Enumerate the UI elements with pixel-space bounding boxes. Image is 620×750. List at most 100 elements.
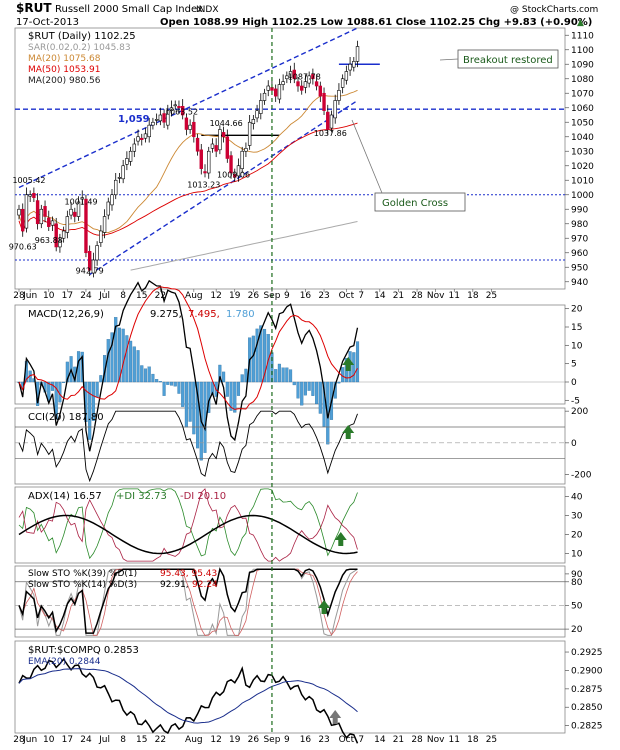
x-axis-label: 11 <box>449 291 460 301</box>
candle-body <box>233 174 237 178</box>
x-axis-label: 19 <box>229 735 241 745</box>
price-axis-tick-label: 1080 <box>571 75 594 85</box>
sto-axis-tick-label: 20 <box>571 625 583 635</box>
price-panel <box>14 27 566 290</box>
macd-hist-bar <box>121 328 125 383</box>
macd-signal-line <box>18 286 358 410</box>
candle-body <box>65 216 70 233</box>
adx-axis-tick-label: 20 <box>571 531 583 541</box>
macd-hist-bar <box>147 366 151 383</box>
candle-body <box>292 69 296 80</box>
macd-axis-tick-label: 5 <box>571 360 577 370</box>
candle-body <box>47 217 51 227</box>
macd-hist-bar <box>311 381 315 396</box>
adx-panel <box>14 486 566 564</box>
candle-body <box>326 111 330 130</box>
x-axis-label: 16 <box>300 291 312 301</box>
signal-arrow <box>342 357 355 371</box>
macd-hist-bar <box>289 369 293 383</box>
macd-line <box>18 279 359 452</box>
price-axis-tick-label: 1050 <box>571 118 594 128</box>
macd-hist-bar <box>140 365 144 383</box>
candle-body <box>91 259 96 274</box>
macd-hist-bar <box>114 317 118 383</box>
candle-body <box>102 216 107 233</box>
candle-body <box>114 179 118 196</box>
candle-body <box>355 46 360 62</box>
macd-hist-bar <box>236 381 241 396</box>
cci-axis-tick-label: -200 <box>571 471 592 481</box>
sto-values-2b: 92.24 <box>192 580 218 590</box>
macd-hist-bar <box>240 374 244 383</box>
x-axis-label: 28 <box>411 735 423 745</box>
candle-body <box>39 208 44 225</box>
candle-body <box>54 223 58 248</box>
candle-body <box>318 85 323 97</box>
macd-hist-bar <box>277 363 281 383</box>
adx-label: ADX(14) 16.57 <box>28 491 102 502</box>
candle-body <box>136 136 140 142</box>
candle-body <box>43 206 47 217</box>
macd-hist-bar <box>143 368 148 383</box>
x-axis-label: 8 <box>120 735 126 745</box>
ma200-line <box>130 221 358 271</box>
price-value-label: 942.79 <box>76 267 104 276</box>
candle-body <box>140 137 144 140</box>
macd-v3: 1.780 <box>226 309 255 320</box>
candle-body <box>35 200 40 225</box>
macd-hist-bar <box>318 381 322 414</box>
macd-hist-bar <box>281 367 285 383</box>
x-axis-label: 12 <box>210 291 221 301</box>
candle-body <box>158 114 163 122</box>
legend-ma200: MA(200) 980.56 <box>28 76 101 86</box>
cci-axis-tick-label: 200 <box>571 407 588 417</box>
x-axis-label: 28 <box>13 291 25 301</box>
x-axis-label: Oct <box>339 291 355 301</box>
sto-panel <box>14 565 566 638</box>
price-axis-tick-label: 1000 <box>571 191 594 201</box>
candle-body <box>307 75 311 84</box>
price-value-label: 1044.66 <box>210 119 243 128</box>
price-axis-tick-label: 1040 <box>571 133 594 143</box>
ohlc-readout: Open 1088.99 High 1102.25 Low 1088.61 Cl… <box>160 17 592 28</box>
mdi-line <box>18 488 358 562</box>
macd-axis-tick-label: -5 <box>571 396 580 406</box>
sto-axis-tick-label: 80 <box>571 578 583 588</box>
candle-body <box>121 165 125 180</box>
x-axis-label: Sep <box>263 735 280 745</box>
price-axis-tick-label: 1030 <box>571 147 594 157</box>
candle-body <box>322 92 326 111</box>
macd-hist-bar <box>136 350 140 383</box>
ratio-label: $RUT:$COMPQ 0.2853 <box>28 645 139 656</box>
macd-axis-tick-label: 0 <box>571 378 577 388</box>
x-axis-label: 28 <box>13 735 25 745</box>
x-axis-label: 25 <box>486 735 497 745</box>
macd-hist-bar <box>259 325 263 383</box>
golden-cross-text: Golden Cross <box>382 198 448 209</box>
x-axis-label: 24 <box>80 291 92 301</box>
candle-body <box>192 121 196 138</box>
ratio-line <box>18 657 359 744</box>
candle-body <box>195 137 200 152</box>
candle-body <box>69 208 73 216</box>
cci-label: CCI(20) 187.80 <box>28 412 104 423</box>
candle-body <box>214 145 218 152</box>
sto14-d-line <box>18 568 358 636</box>
cci-axis-tick-label: 0 <box>571 439 577 449</box>
macd-axis-tick-label: 20 <box>571 305 583 315</box>
macd-hist-bar <box>132 346 136 383</box>
chart-title: Russell 2000 Small Cap Index <box>55 4 203 15</box>
candle-body <box>255 110 259 119</box>
macd-hist-bar <box>91 381 95 421</box>
x-axis-label: Sep <box>263 291 280 301</box>
ma20-line <box>18 89 358 234</box>
candle-body <box>259 100 263 114</box>
chart-date: 17-Oct-2013 <box>16 17 79 28</box>
macd-axis-tick-label: 15 <box>571 323 582 333</box>
candle-body <box>277 84 282 100</box>
ratio-ema-label: EMA(20) 0.2844 <box>28 657 101 667</box>
macd-hist-bar <box>285 367 289 383</box>
candle-body <box>61 230 66 239</box>
candle-body <box>236 165 241 177</box>
macd-hist-bar <box>292 381 296 386</box>
